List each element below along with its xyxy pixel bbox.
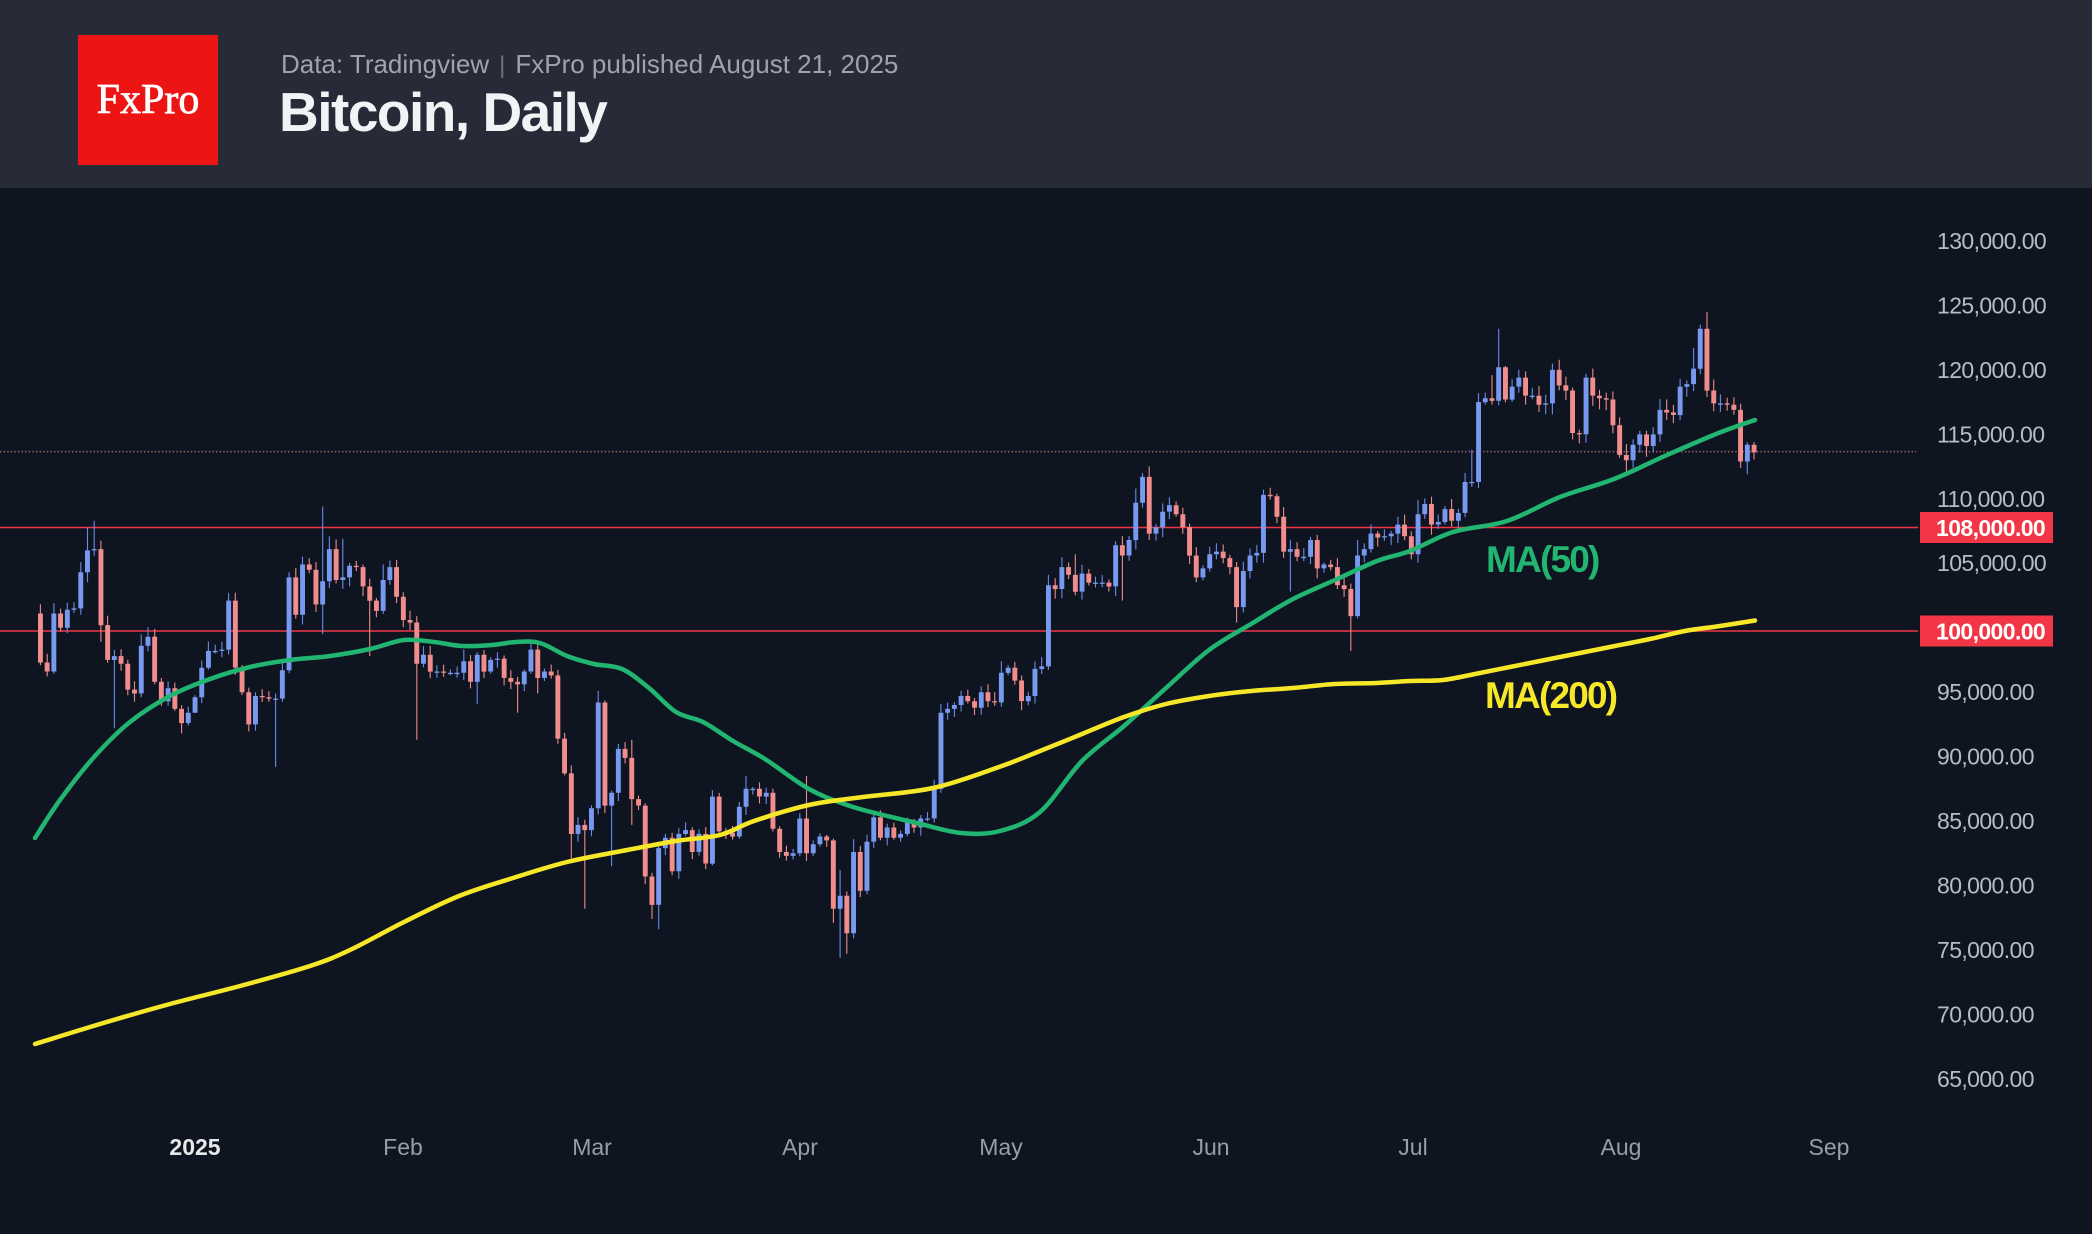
svg-text:Sep: Sep: [1809, 1134, 1850, 1160]
svg-text:75,000.00: 75,000.00: [1937, 937, 2034, 963]
svg-text:Apr: Apr: [782, 1134, 818, 1160]
svg-text:85,000.00: 85,000.00: [1937, 808, 2034, 834]
svg-text:125,000.00: 125,000.00: [1937, 292, 2046, 318]
svg-text:MA(50): MA(50): [1486, 539, 1599, 580]
svg-text:65,000.00: 65,000.00: [1937, 1066, 2034, 1092]
svg-text:110,000.00: 110,000.00: [1937, 486, 2044, 512]
svg-text:MA(200): MA(200): [1485, 675, 1617, 716]
svg-text:120,000.00: 120,000.00: [1937, 357, 2046, 383]
svg-text:Jun: Jun: [1192, 1134, 1229, 1160]
svg-text:100,000.00: 100,000.00: [1936, 619, 2045, 645]
svg-text:70,000.00: 70,000.00: [1937, 1001, 2034, 1027]
svg-text:May: May: [979, 1134, 1023, 1160]
svg-text:90,000.00: 90,000.00: [1937, 744, 2034, 770]
svg-text:130,000.00: 130,000.00: [1937, 228, 2046, 254]
svg-text:Jul: Jul: [1398, 1134, 1427, 1160]
svg-text:Mar: Mar: [572, 1134, 612, 1160]
svg-text:80,000.00: 80,000.00: [1937, 873, 2034, 899]
svg-text:108,000.00: 108,000.00: [1936, 515, 2045, 541]
svg-text:105,000.00: 105,000.00: [1937, 550, 2046, 576]
svg-text:2025: 2025: [169, 1134, 220, 1160]
svg-text:Feb: Feb: [383, 1134, 423, 1160]
svg-text:Aug: Aug: [1601, 1134, 1642, 1160]
svg-text:95,000.00: 95,000.00: [1937, 679, 2034, 705]
svg-text:115,000.00: 115,000.00: [1937, 421, 2044, 447]
